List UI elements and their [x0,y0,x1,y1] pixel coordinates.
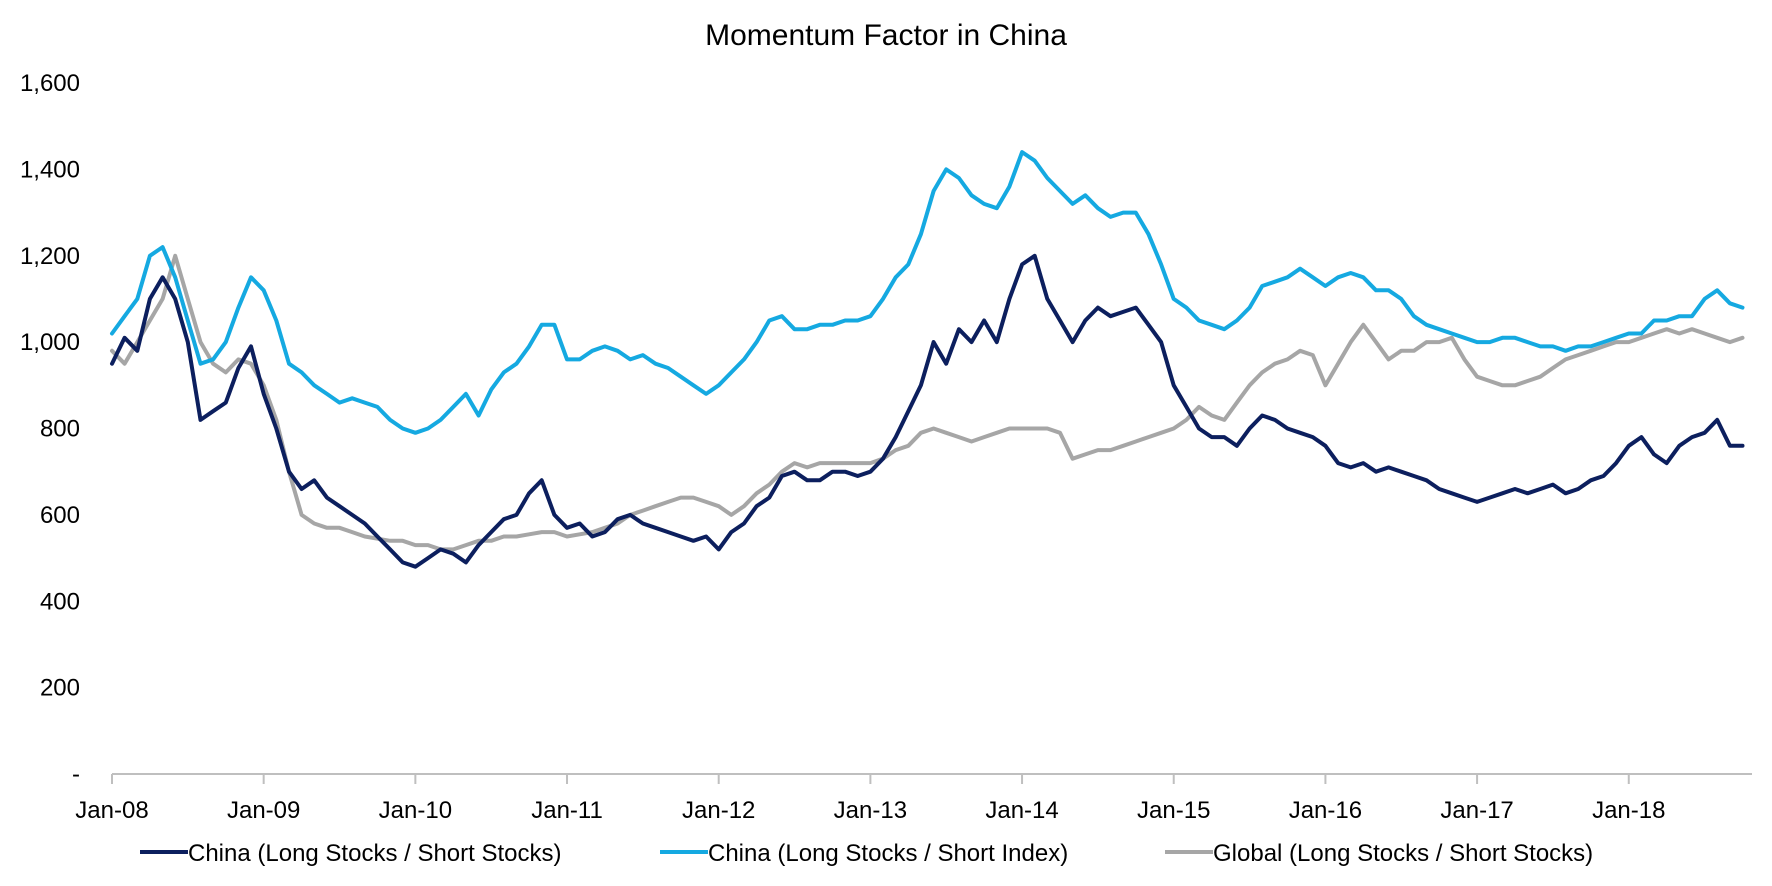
y-tick-label: - [72,761,80,788]
x-tick-label: Jan-12 [682,797,755,824]
series-line-1 [110,253,1745,569]
x-tick-label: Jan-15 [1137,797,1210,824]
y-tick-label: 400 [40,588,80,615]
legend: China (Long Stocks / Short Stocks) China … [140,840,1593,867]
x-axis: Jan-08 Jan-09 Jan-10 Jan-11 Jan-12 Jan-13 Jan-… [75,774,1665,824]
x-tick-label: Jan-13 [834,797,907,824]
series-lines [110,150,1745,569]
x-tick-label: Jan-17 [1440,797,1513,824]
legend-label: China (Long Stocks / Short Index) [708,840,1068,867]
x-tick-label: Jan-16 [1289,797,1362,824]
y-tick-label: 1,600 [20,70,80,97]
x-tick-label: Jan-14 [985,797,1058,824]
legend-label: Global (Long Stocks / Short Stocks) [1213,840,1593,867]
y-axis: - 200 400 600 800 1,000 1,200 1,400 1,600 [20,70,80,788]
series-line-3 [110,253,1745,552]
y-tick-label: 800 [40,416,80,443]
y-tick-label: 1,000 [20,329,80,356]
y-tick-label: 1,200 [20,243,80,270]
x-tick-label: Jan-10 [379,797,452,824]
legend-label: China (Long Stocks / Short Stocks) [188,840,562,867]
x-tick-label: Jan-09 [227,797,300,824]
series-line-2 [110,150,1745,435]
y-tick-label: 1,400 [20,156,80,183]
x-tick-label: Jan-18 [1592,797,1665,824]
y-tick-label: 600 [40,502,80,529]
y-tick-label: 200 [40,675,80,702]
x-tick-label: Jan-11 [531,797,603,824]
x-tick-label: Jan-08 [75,797,148,824]
chart-title: Momentum Factor in China [705,19,1067,52]
